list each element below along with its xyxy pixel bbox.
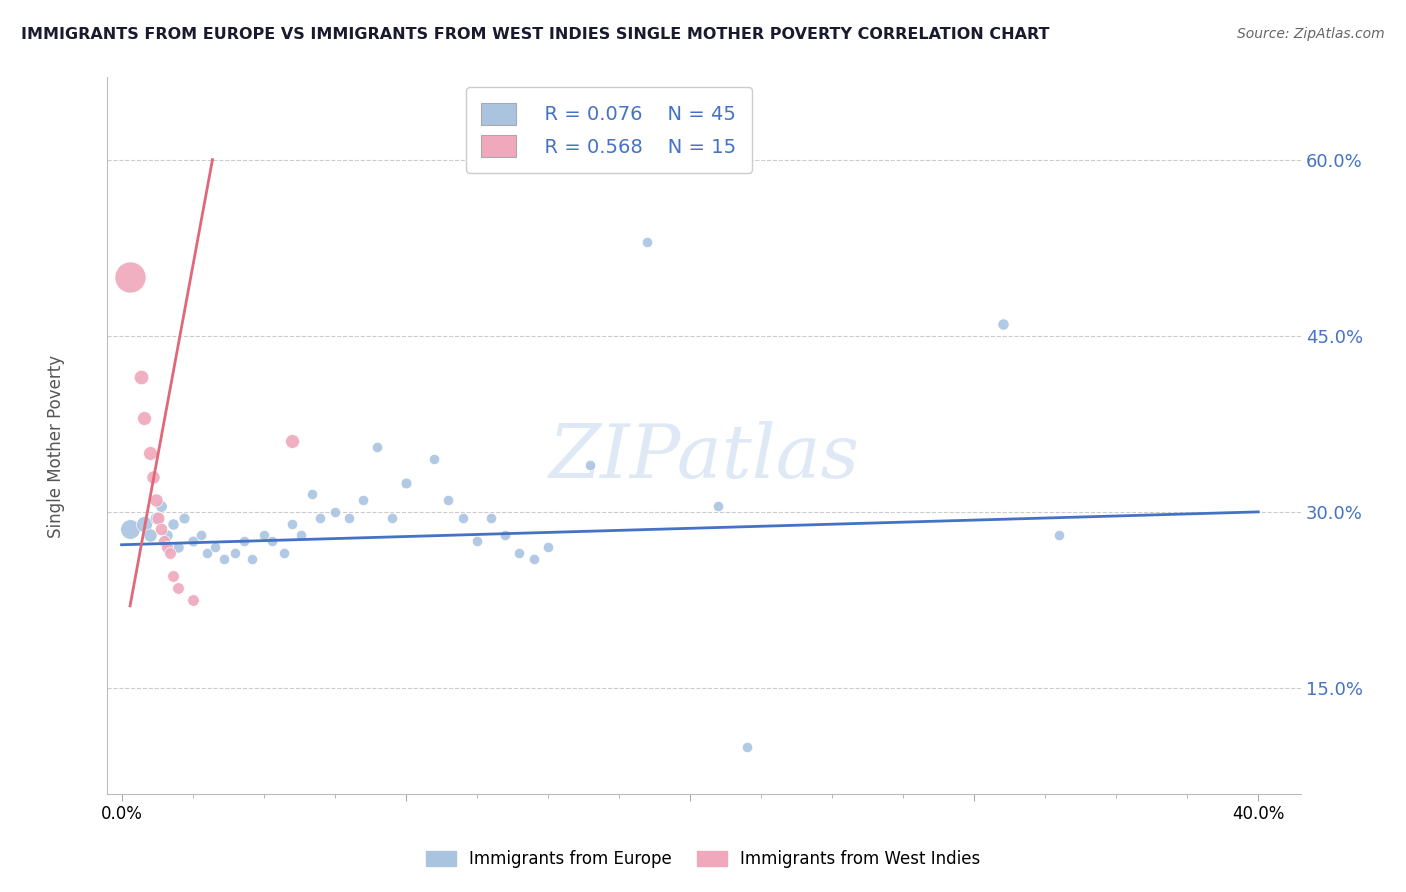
Point xyxy=(323,505,346,519)
Point xyxy=(139,528,162,542)
Point xyxy=(423,452,446,467)
Point xyxy=(579,458,602,472)
Point xyxy=(437,493,460,508)
Point xyxy=(120,270,142,285)
Point xyxy=(153,534,176,549)
Point xyxy=(523,552,546,566)
Point xyxy=(224,546,246,560)
Point xyxy=(253,528,276,542)
Point xyxy=(465,534,488,549)
Point xyxy=(162,516,184,531)
Point xyxy=(735,739,758,754)
Point xyxy=(290,528,312,542)
Point xyxy=(145,510,167,524)
Point xyxy=(150,499,173,513)
Point xyxy=(156,540,179,554)
Point xyxy=(232,534,254,549)
Point xyxy=(190,528,212,542)
Point xyxy=(134,516,156,531)
Point xyxy=(167,581,190,595)
Text: Single Mother Poverty: Single Mother Poverty xyxy=(48,354,65,538)
Point xyxy=(451,510,474,524)
Point xyxy=(120,523,142,537)
Point xyxy=(240,552,263,566)
Point xyxy=(159,546,181,560)
Text: Source: ZipAtlas.com: Source: ZipAtlas.com xyxy=(1237,27,1385,41)
Point xyxy=(131,369,153,384)
Point xyxy=(309,510,332,524)
Point xyxy=(380,510,402,524)
Point xyxy=(1047,528,1070,542)
Point xyxy=(281,434,304,449)
Point xyxy=(145,493,167,508)
Point xyxy=(204,540,226,554)
Point xyxy=(150,523,173,537)
Point xyxy=(142,469,165,483)
Point xyxy=(281,516,304,531)
Point xyxy=(991,317,1014,331)
Point xyxy=(262,534,284,549)
Point xyxy=(181,534,204,549)
Point xyxy=(173,510,195,524)
Point xyxy=(167,540,190,554)
Point xyxy=(181,593,204,607)
Point xyxy=(212,552,235,566)
Point xyxy=(337,510,360,524)
Point xyxy=(139,446,162,460)
Point xyxy=(479,510,502,524)
Point xyxy=(395,475,418,490)
Legend: Immigrants from Europe, Immigrants from West Indies: Immigrants from Europe, Immigrants from … xyxy=(419,844,987,875)
Text: IMMIGRANTS FROM EUROPE VS IMMIGRANTS FROM WEST INDIES SINGLE MOTHER POVERTY CORR: IMMIGRANTS FROM EUROPE VS IMMIGRANTS FRO… xyxy=(21,27,1050,42)
Point xyxy=(273,546,295,560)
Point xyxy=(162,569,184,583)
Point xyxy=(707,499,730,513)
Point xyxy=(352,493,374,508)
Point xyxy=(366,440,388,454)
Point xyxy=(134,411,156,425)
Point xyxy=(301,487,323,501)
Point xyxy=(195,546,218,560)
Legend:   R = 0.076    N = 45,   R = 0.568    N = 15: R = 0.076 N = 45, R = 0.568 N = 15 xyxy=(465,87,752,173)
Point xyxy=(494,528,516,542)
Point xyxy=(508,546,530,560)
Point xyxy=(156,528,179,542)
Point xyxy=(537,540,560,554)
Text: ZIPatlas: ZIPatlas xyxy=(548,421,859,493)
Point xyxy=(636,235,658,249)
Point xyxy=(148,510,170,524)
